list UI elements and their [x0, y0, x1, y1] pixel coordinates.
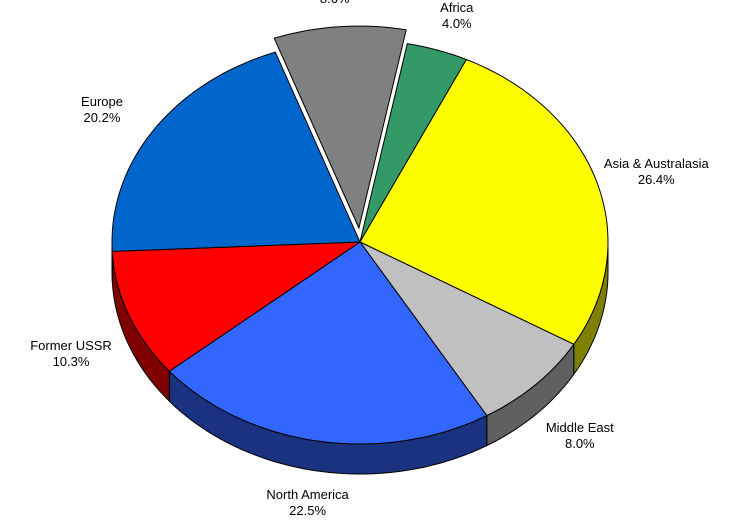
value-label: 8.6% — [275, 0, 395, 7]
category-name: North America — [266, 486, 349, 502]
category-name: Asia & Australasia — [603, 156, 709, 172]
slice-label: Former USSR 10.3% — [30, 338, 112, 370]
slice-label: Europe 20.2% — [81, 94, 123, 126]
slice-label: Latin America & Caribbean8.6% — [275, 0, 395, 7]
value-label: 22.5% — [289, 502, 327, 518]
slice-label: Africa 4.0% — [440, 0, 473, 32]
slice-label: Asia & Australasia 26.4% — [604, 156, 709, 188]
slice — [111, 51, 361, 252]
category-name: Middle East — [545, 419, 614, 435]
category-name: Former USSR — [30, 338, 112, 354]
slice — [273, 25, 407, 230]
value-label: 20.2% — [83, 110, 121, 125]
value-label: 8.0% — [564, 435, 595, 451]
slice-label: Middle East 8.0% — [546, 420, 614, 452]
category-name: Europe — [81, 94, 123, 109]
value-label: 26.4% — [637, 172, 675, 188]
slice — [168, 241, 488, 445]
value-label: 10.3% — [52, 354, 90, 370]
slice — [359, 43, 468, 243]
slice-label: North America 22.5% — [266, 487, 348, 519]
slice — [359, 58, 609, 345]
category-name: Africa — [440, 0, 474, 15]
slice — [359, 241, 575, 417]
slice — [111, 241, 362, 372]
value-label: 4.0% — [441, 15, 472, 31]
